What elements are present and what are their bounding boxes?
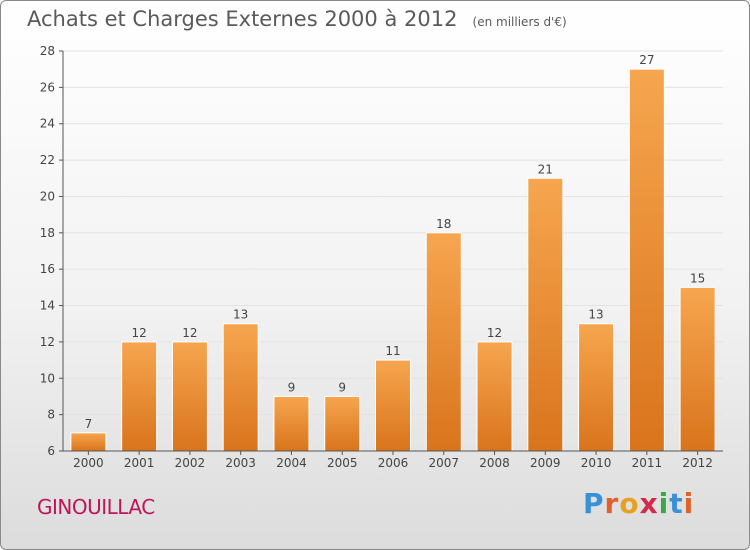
y-tick-label: 8 [47, 408, 55, 422]
bar [578, 323, 615, 452]
labels: 6 8 10 12 14 16 18 20 22 24 26 28 7 2000 12 2001 12 2002 1… [40, 44, 713, 470]
bar [679, 286, 716, 452]
value-label: 27 [639, 53, 654, 67]
value-label: 12 [132, 326, 147, 340]
x-tick-label: 2012 [682, 456, 713, 470]
bar [70, 432, 107, 452]
commune-name: GINOUILLAC [37, 495, 155, 519]
x-tick-label: 2011 [632, 456, 663, 470]
value-label: 11 [385, 344, 400, 358]
value-label: 12 [182, 326, 197, 340]
bar [222, 323, 259, 452]
logo-letter: i [683, 487, 695, 520]
bars [70, 68, 716, 452]
value-label: 21 [538, 162, 553, 176]
x-tick-label: 2010 [581, 456, 612, 470]
logo-letter: i [658, 487, 670, 520]
x-tick-label: 2002 [175, 456, 206, 470]
logo-letter: t [669, 487, 684, 520]
y-tick-label: 20 [40, 189, 55, 203]
title-block: Achats et Charges Externes 2000 à 2012 (… [27, 7, 567, 31]
x-tick-label: 2005 [327, 456, 358, 470]
y-tick-label: 10 [40, 371, 55, 385]
value-label: 15 [690, 271, 705, 285]
bar [425, 232, 462, 452]
bar [121, 341, 158, 452]
y-tick-label: 6 [47, 444, 55, 458]
x-tick-label: 2006 [378, 456, 409, 470]
x-tick-label: 2004 [276, 456, 307, 470]
value-label: 12 [487, 326, 502, 340]
bar [324, 395, 361, 452]
y-tick-label: 18 [40, 226, 55, 240]
x-tick-label: 2008 [479, 456, 510, 470]
x-tick-label: 2003 [225, 456, 256, 470]
chart-unit: (en milliers d'€) [472, 15, 567, 29]
value-label: 18 [436, 217, 451, 231]
x-tick-label: 2007 [428, 456, 459, 470]
x-tick-label: 2000 [73, 456, 104, 470]
y-tick-label: 22 [40, 153, 55, 167]
logo-letter: o [619, 487, 640, 520]
bar [171, 341, 208, 452]
bar [375, 359, 411, 452]
y-tick-label: 26 [40, 80, 55, 94]
y-tick-label: 28 [40, 44, 55, 58]
value-label: 13 [588, 308, 603, 322]
axes [59, 50, 723, 455]
bar [273, 395, 310, 452]
chart-title: Achats et Charges Externes 2000 à 2012 [27, 7, 458, 31]
y-tick-label: 12 [40, 335, 55, 349]
bar [476, 341, 513, 452]
y-tick-label: 14 [40, 299, 55, 313]
y-tick-label: 24 [40, 117, 55, 131]
value-label: 13 [233, 308, 248, 322]
logo-letter: r [604, 487, 620, 520]
value-label: 9 [288, 380, 296, 394]
value-label: 9 [338, 380, 346, 394]
proxiti-logo[interactable]: Proxiti [583, 487, 694, 520]
value-label: 7 [85, 417, 93, 431]
bar [628, 68, 665, 452]
logo-letter: x [639, 487, 659, 520]
bar [527, 177, 564, 452]
y-tick-label: 16 [40, 262, 55, 276]
logo-letter: P [583, 487, 605, 520]
x-tick-label: 2009 [530, 456, 561, 470]
x-tick-label: 2001 [124, 456, 155, 470]
